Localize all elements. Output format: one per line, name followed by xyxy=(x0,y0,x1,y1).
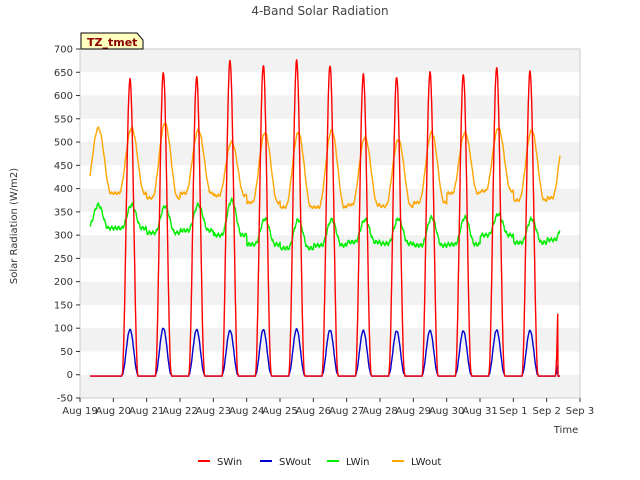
legend-label-swin: SWin xyxy=(217,457,242,468)
x-tick-label: Aug 29 xyxy=(396,406,431,417)
y-tick-label: 250 xyxy=(54,254,73,265)
y-tick-label: 150 xyxy=(54,300,73,311)
y-axis-title: Solar Radiation (W/m2) xyxy=(9,168,20,284)
plot-background-bands xyxy=(80,49,580,398)
x-tick-label: Aug 26 xyxy=(296,406,331,417)
x-tick-label: Aug 21 xyxy=(129,406,164,417)
tag-label: TZ_tmet xyxy=(80,32,144,50)
y-tick-label: -50 xyxy=(57,394,73,405)
x-tick-label: Sep 1 xyxy=(499,406,527,417)
grid-band xyxy=(80,235,580,259)
y-tick-label: 600 xyxy=(54,91,73,102)
y-tick-label: 500 xyxy=(54,138,73,149)
x-tick-label: Aug 28 xyxy=(362,406,397,417)
legend-label-lwin: LWin xyxy=(346,457,369,468)
series-line-swin xyxy=(89,59,561,377)
y-tick-label: 50 xyxy=(60,347,73,358)
y-tick-label: 700 xyxy=(54,45,73,56)
y-tick-label: 650 xyxy=(54,68,73,79)
chart-title: 4-Band Solar Radiation xyxy=(251,4,388,18)
grid-band xyxy=(80,374,580,398)
tag-text: TZ_tmet xyxy=(87,36,137,49)
x-tick-label: Sep 2 xyxy=(532,406,560,417)
legend-label-lwout: LWout xyxy=(411,457,441,468)
x-tick-label: Aug 24 xyxy=(229,406,264,417)
x-tick-label: Aug 30 xyxy=(429,406,464,417)
series-line-lwin xyxy=(89,197,561,251)
y-tick-label: 100 xyxy=(54,324,73,335)
grid-band xyxy=(80,328,580,352)
grid-band xyxy=(80,95,580,119)
grid-band xyxy=(80,281,580,305)
y-tick-label: 350 xyxy=(54,207,73,218)
legend-label-swout: SWout xyxy=(279,457,311,468)
grid-band xyxy=(80,49,580,73)
x-tick-label: Aug 20 xyxy=(96,406,131,417)
y-axis: -50 0 50 100 150 200 250 300 350 400 450 500 550 600 6… xyxy=(54,45,80,405)
x-tick-label: Aug 23 xyxy=(196,406,231,417)
series-lines xyxy=(89,59,561,377)
x-axis-title: Time xyxy=(553,425,578,436)
y-tick-label: 550 xyxy=(54,114,73,125)
y-tick-label: 0 xyxy=(67,370,73,381)
legend: SWin SWout LWin LWout xyxy=(198,457,441,468)
x-tick-label: Aug 27 xyxy=(329,406,364,417)
y-tick-label: 300 xyxy=(54,231,73,242)
y-tick-label: 450 xyxy=(54,161,73,172)
plot-frame xyxy=(79,48,581,399)
series-line-lwout xyxy=(89,123,561,210)
y-tick-label: 200 xyxy=(54,277,73,288)
y-tick-label: 400 xyxy=(54,184,73,195)
tag-box xyxy=(80,32,144,50)
x-tick-label: Sep 3 xyxy=(566,406,594,417)
grid-band xyxy=(80,188,580,212)
x-tick-label: Aug 25 xyxy=(262,406,297,417)
x-tick-label: Aug 19 xyxy=(62,406,97,417)
x-tick-label: Aug 31 xyxy=(462,406,497,417)
x-tick-label: Aug 22 xyxy=(162,406,197,417)
